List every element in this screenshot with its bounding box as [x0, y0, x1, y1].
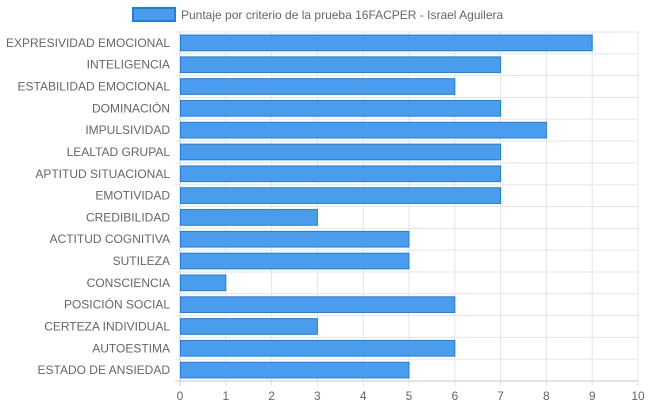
- category-label-10: SUTILEZA: [113, 254, 170, 268]
- x-tick-label-1: 1: [222, 389, 229, 403]
- bar-8[interactable]: [180, 209, 318, 226]
- x-tick-label-10: 10: [631, 389, 645, 403]
- category-labels: EXPRESIVIDAD EMOCIONAL INTELIGENCIA ESTABI…: [6, 36, 170, 377]
- category-label-11: CONSCIENCIA: [87, 276, 170, 290]
- x-tick-label-5: 5: [406, 389, 413, 403]
- bar-7[interactable]: [180, 187, 502, 204]
- bar-4[interactable]: [180, 121, 547, 139]
- x-tick-label-0: 0: [177, 389, 184, 403]
- bar-15[interactable]: [180, 361, 410, 379]
- legend-swatch[interactable]: [132, 7, 176, 22]
- bar-10[interactable]: [180, 252, 410, 270]
- category-label-7: EMOTIVIDAD: [95, 189, 170, 203]
- bar-1[interactable]: [180, 56, 502, 74]
- x-tick-label-6: 6: [451, 389, 458, 403]
- bar-14[interactable]: [180, 339, 456, 357]
- category-label-9: ACTITUD COGNITIVA: [50, 232, 170, 246]
- bar-6[interactable]: [180, 165, 502, 183]
- category-label-6: APTITUD SITUACIONAL: [35, 167, 170, 181]
- bar-13[interactable]: [180, 318, 318, 335]
- bar-2[interactable]: [180, 78, 456, 95]
- bar-0[interactable]: [180, 34, 593, 52]
- category-label-0: EXPRESIVIDAD EMOCIONAL: [6, 36, 170, 50]
- category-label-14: AUTOESTIMA: [92, 341, 170, 355]
- category-label-8: CREDIBILIDAD: [86, 210, 170, 224]
- x-tick-label-8: 8: [543, 389, 550, 403]
- legend[interactable]: Puntaje por criterio de la prueba 16FACP…: [132, 7, 503, 22]
- x-tick-label-9: 9: [589, 389, 596, 403]
- category-label-12: POSICIÓN SOCIAL: [64, 297, 170, 312]
- bar-9[interactable]: [180, 230, 410, 248]
- x-axis-ticks: 0 1 2 3 4 5 6 7 8 9 10: [177, 389, 645, 403]
- x-tick-label-2: 2: [268, 389, 275, 403]
- x-tick-label-3: 3: [314, 389, 321, 403]
- category-label-4: IMPULSIVIDAD: [85, 123, 170, 137]
- x-tick-label-4: 4: [360, 389, 367, 403]
- bar-3[interactable]: [180, 99, 502, 117]
- category-label-5: LEALTAD GRUPAL: [67, 145, 171, 159]
- category-label-3: DOMINACIÓN: [92, 100, 170, 115]
- category-label-15: ESTADO DE ANSIEDAD: [38, 363, 171, 377]
- category-label-13: CERTEZA INDIVIDUAL: [44, 319, 170, 333]
- category-label-1: INTELIGENCIA: [87, 58, 170, 72]
- bar-11[interactable]: [180, 274, 227, 292]
- bar-5[interactable]: [180, 143, 502, 161]
- legend-label[interactable]: Puntaje por criterio de la prueba 16FACP…: [181, 8, 503, 22]
- bars: [180, 34, 593, 379]
- x-tick-label-7: 7: [497, 389, 504, 403]
- category-label-2: ESTABILIDAD EMOCIONAL: [18, 80, 171, 94]
- bar-12[interactable]: [180, 296, 456, 314]
